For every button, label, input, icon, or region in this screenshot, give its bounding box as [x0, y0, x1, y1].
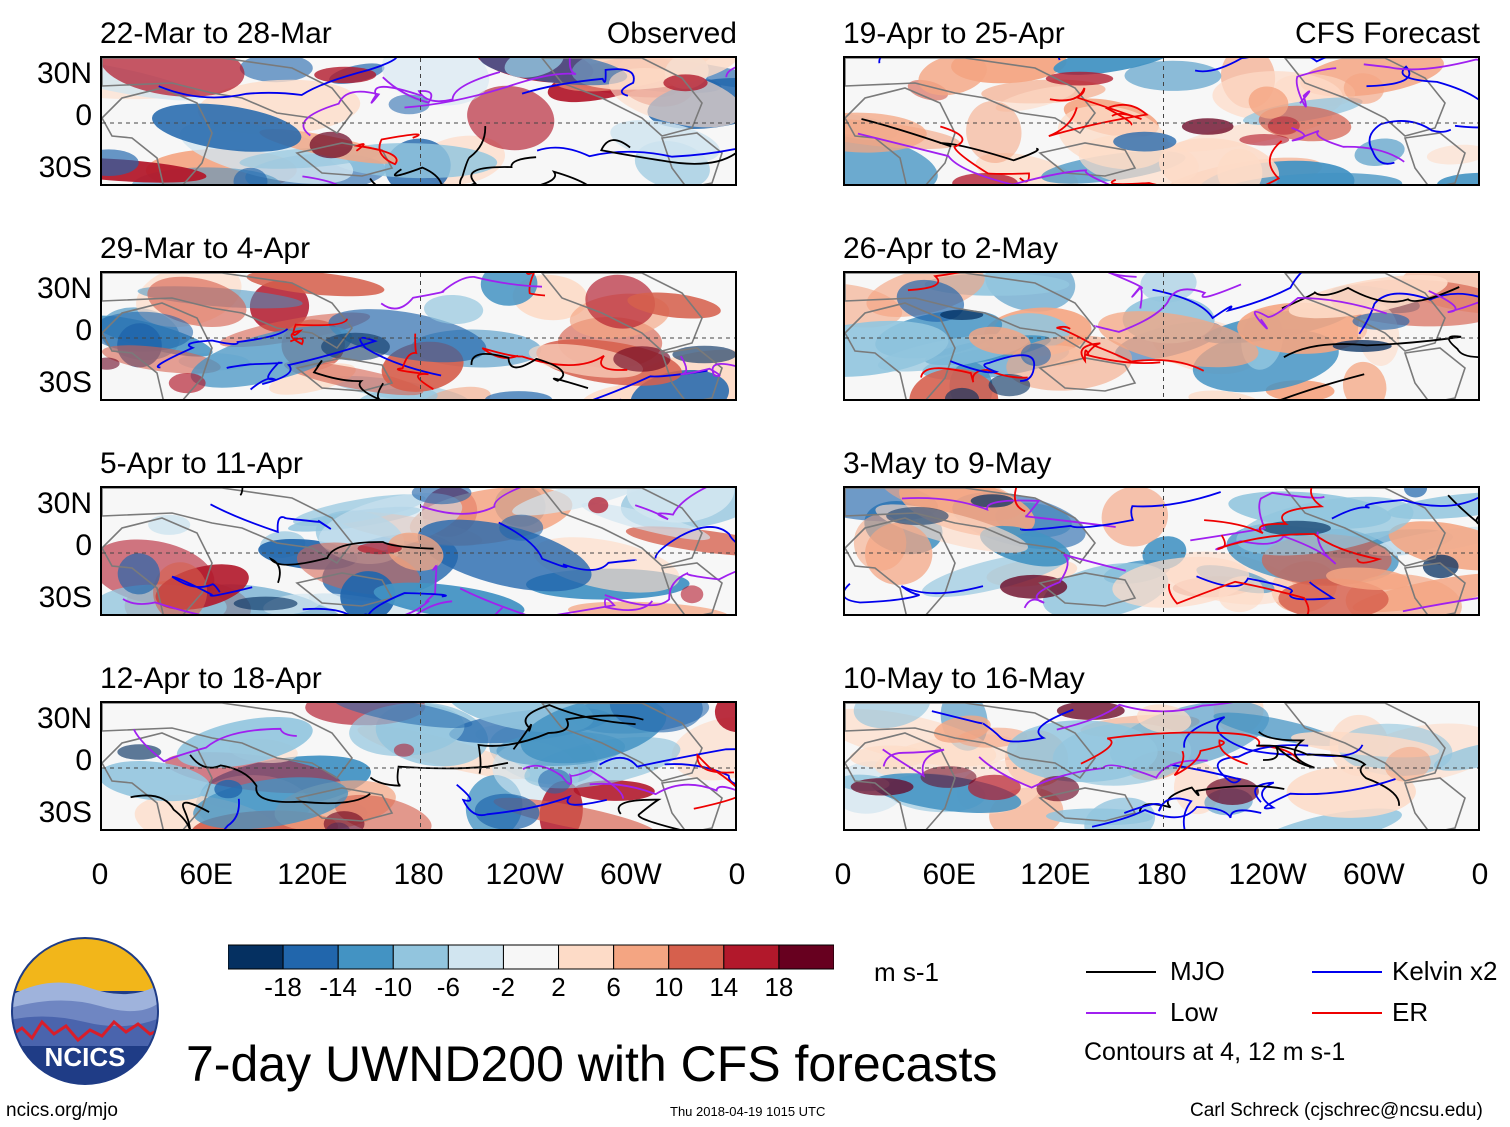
map-panel — [100, 701, 737, 831]
colorbar-level-label: -2 — [491, 972, 516, 1002]
x-tick-label: 60W — [599, 858, 662, 891]
colorbar-level-label: 18 — [764, 972, 794, 1002]
y-tick-label: 30N — [36, 57, 92, 90]
panel-date-label: 3-May to 9-May — [843, 447, 1052, 480]
legend-label: Low — [1170, 997, 1218, 1027]
map-panel — [843, 271, 1480, 401]
colorbar-segment — [392, 944, 449, 970]
map-panel — [843, 56, 1480, 186]
legend-label: ER — [1392, 997, 1429, 1027]
colorbar — [228, 944, 834, 970]
ncics-logo: NCICS — [11, 937, 159, 1085]
x-tick-label: 0 — [834, 858, 852, 891]
column-header-observed: Observed — [606, 17, 737, 50]
contour-note: Contours at 4, 12 m s-1 — [1084, 1038, 1346, 1066]
colorbar-segment — [723, 944, 780, 970]
y-tick-label: 30S — [38, 581, 92, 614]
x-tick-label: 0 — [91, 858, 109, 891]
y-tick-label: 30N — [36, 702, 92, 735]
panel-date-label: 22-Mar to 28-Mar — [100, 17, 332, 50]
legend-line-er — [1312, 1012, 1382, 1014]
x-tick-label: 180 — [393, 858, 444, 891]
y-tick-label: 30N — [36, 272, 92, 305]
colorbar-level-label: 10 — [654, 972, 684, 1002]
legend-label: Kelvin x2 — [1392, 956, 1498, 986]
legend-label: MJO — [1170, 956, 1225, 986]
legend-line-kelvin-x2 — [1312, 971, 1382, 973]
y-tick-label: 0 — [75, 744, 92, 777]
map-panel — [843, 701, 1480, 831]
panel-date-label: 26-Apr to 2-May — [843, 232, 1059, 265]
colorbar-level-label: -18 — [264, 972, 302, 1002]
panel-date-label: 19-Apr to 25-Apr — [843, 17, 1065, 50]
legend-line-mjo — [1086, 971, 1156, 973]
x-tick-label: 120W — [1228, 858, 1307, 891]
x-tick-label: 60E — [179, 858, 233, 891]
colorbar-level-label: -14 — [319, 972, 357, 1002]
colorbar-segment — [502, 944, 560, 970]
x-tick-label: 120W — [485, 858, 564, 891]
colorbar-segment — [282, 944, 339, 970]
x-tick-label: 120E — [277, 858, 348, 891]
colorbar-level-label: -6 — [436, 972, 460, 1002]
colorbar-segment — [668, 944, 725, 970]
x-tick-label: 180 — [1136, 858, 1187, 891]
colorbar-segment — [447, 944, 504, 970]
y-tick-label: 30S — [38, 366, 92, 399]
map-panel — [100, 56, 737, 186]
colorbar-segment — [613, 944, 670, 970]
colorbar-segment — [778, 944, 834, 970]
colorbar-level-label: 2 — [551, 972, 566, 1002]
colorbar-segment — [558, 944, 615, 970]
map-panel — [843, 486, 1480, 616]
logo-text: NCICS — [45, 1042, 126, 1072]
colorbar-level-label: 14 — [709, 972, 739, 1002]
figure-title: 7-day UWND200 with CFS forecasts — [186, 1036, 998, 1092]
colorbar-units: m s-1 — [874, 957, 939, 987]
panel-date-label: 5-Apr to 11-Apr — [100, 447, 303, 480]
timestamp: Thu 2018-04-19 1015 UTC — [670, 1104, 826, 1119]
legend-line-low — [1086, 1012, 1156, 1014]
y-tick-label: 30S — [38, 151, 92, 184]
panel-date-label: 29-Mar to 4-Apr — [100, 232, 311, 265]
x-tick-label: 120E — [1020, 858, 1091, 891]
x-tick-label: 0 — [728, 858, 746, 891]
map-panel — [100, 271, 737, 401]
y-tick-label: 30S — [38, 796, 92, 829]
colorbar-level-label: 6 — [606, 972, 621, 1002]
colorbar-level-label: -10 — [374, 972, 413, 1002]
y-tick-label: 0 — [75, 314, 92, 347]
y-tick-label: 0 — [75, 99, 92, 132]
y-tick-label: 30N — [36, 487, 92, 520]
column-header-cfs-forecast: CFS Forecast — [1294, 17, 1480, 50]
map-panel — [100, 486, 737, 616]
panel-date-label: 12-Apr to 18-Apr — [100, 662, 322, 695]
author-credit: Carl Schreck (cjschrec@ncsu.edu) — [1190, 1100, 1483, 1121]
colorbar-segment — [337, 944, 394, 970]
panel-date-label: 10-May to 16-May — [843, 662, 1085, 695]
x-tick-label: 60E — [922, 858, 976, 891]
y-tick-label: 0 — [75, 529, 92, 562]
colorbar-segment — [228, 944, 284, 970]
website-link[interactable]: ncics.org/mjo — [6, 1100, 118, 1121]
x-tick-label: 0 — [1471, 858, 1489, 891]
x-tick-label: 60W — [1342, 858, 1405, 891]
